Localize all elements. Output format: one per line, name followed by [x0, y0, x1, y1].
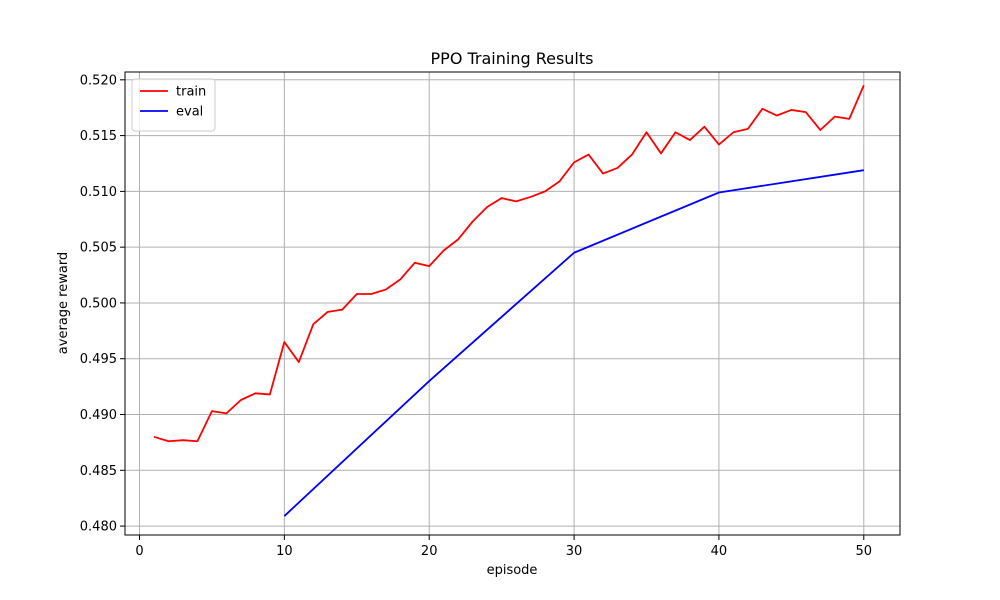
y-tick-label: 0.515	[80, 129, 117, 144]
series-group	[153, 85, 865, 517]
y-tick-label: 0.485	[80, 464, 117, 479]
series-line-train	[153, 85, 865, 443]
y-tick-label: 0.505	[80, 241, 117, 256]
legend-box	[131, 78, 216, 132]
legend-label-eval: eval	[176, 105, 203, 120]
y-tick-label: 0.490	[80, 408, 117, 423]
chart-title: PPO Training Results	[431, 49, 594, 68]
grid	[125, 72, 900, 535]
y-tick-label: 0.500	[80, 296, 117, 311]
y-axis-label: average reward	[56, 252, 71, 354]
y-tick-label: 0.495	[80, 352, 117, 367]
axis-ticks: 0 10 20 30 40 50 0.480 0.485 0.490 0.495 0.500 0.50…	[80, 73, 872, 559]
x-tick-label: 50	[856, 544, 873, 559]
x-tick-label: 10	[276, 544, 293, 559]
series-line-eval	[283, 169, 864, 517]
x-axis-label: episode	[487, 563, 538, 578]
legend-label-train: train	[176, 85, 206, 100]
x-tick-label: 30	[566, 544, 583, 559]
x-tick-label: 0	[135, 544, 143, 559]
x-tick-label: 20	[421, 544, 438, 559]
y-tick-label: 0.480	[80, 520, 117, 535]
y-tick-label: 0.520	[80, 73, 117, 88]
x-tick-label: 40	[711, 544, 728, 559]
y-tick-label: 0.510	[80, 185, 117, 200]
plot-frame	[124, 71, 901, 536]
legend: train eval	[131, 78, 216, 132]
